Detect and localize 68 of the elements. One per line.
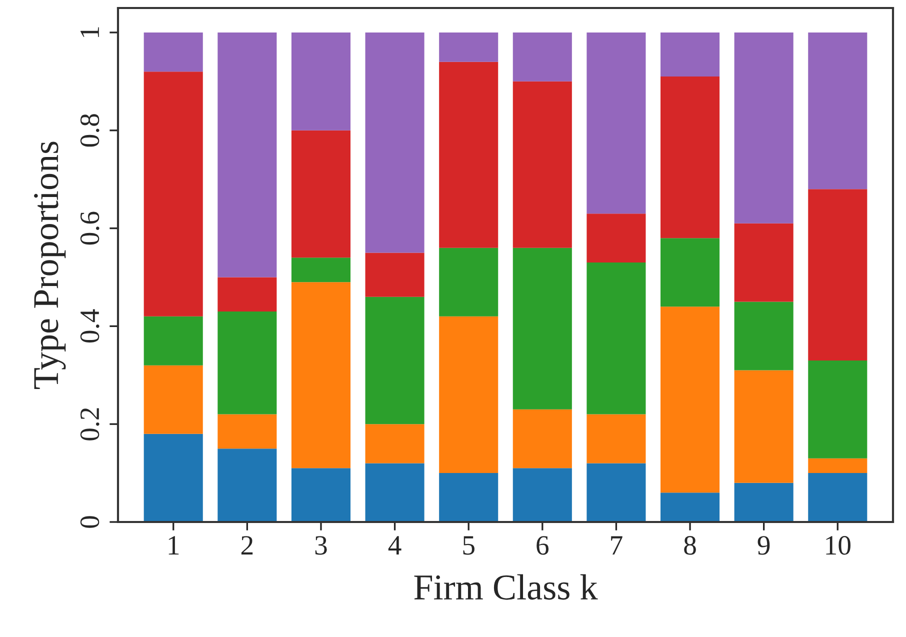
y-tick-label: 0.2 bbox=[80, 408, 100, 440]
bar bbox=[512, 409, 572, 468]
bar bbox=[365, 424, 424, 464]
y-tick-label: 0.6 bbox=[80, 212, 100, 245]
bar bbox=[439, 316, 498, 474]
bar bbox=[291, 282, 350, 468]
bar bbox=[734, 370, 794, 483]
bar bbox=[365, 463, 424, 522]
x-tick-label: 10 bbox=[826, 536, 850, 555]
bar bbox=[734, 32, 794, 224]
bar bbox=[586, 214, 646, 263]
bar bbox=[512, 81, 572, 248]
bar bbox=[365, 296, 424, 424]
bar bbox=[586, 414, 646, 464]
bar bbox=[734, 223, 794, 302]
bar bbox=[144, 72, 203, 316]
bar bbox=[660, 492, 720, 522]
x-axis-title: Firm Class k bbox=[414, 574, 598, 600]
x-tick-label: 2 bbox=[241, 536, 253, 554]
x-tick-label: 5 bbox=[463, 536, 474, 555]
bar bbox=[144, 434, 203, 522]
bar bbox=[660, 238, 720, 307]
bar bbox=[439, 32, 498, 62]
bar bbox=[439, 248, 498, 316]
bar bbox=[144, 365, 203, 434]
bar bbox=[586, 32, 646, 214]
bar bbox=[512, 32, 572, 82]
bar bbox=[734, 482, 794, 522]
bar bbox=[218, 277, 277, 312]
bar bbox=[365, 252, 424, 297]
y-tick-label: 0.8 bbox=[80, 114, 100, 147]
x-tick-label: 7 bbox=[611, 536, 622, 554]
x-tick-label: 6 bbox=[536, 536, 549, 555]
bar bbox=[439, 473, 498, 522]
bar bbox=[218, 312, 277, 414]
bar bbox=[808, 32, 868, 190]
x-tick-label: 1 bbox=[168, 536, 179, 554]
x-tick-label: 3 bbox=[315, 536, 327, 555]
bar bbox=[808, 360, 868, 458]
bar bbox=[808, 473, 868, 522]
bar bbox=[218, 414, 277, 449]
bar bbox=[586, 262, 646, 414]
bar bbox=[218, 448, 277, 522]
bar bbox=[218, 32, 277, 278]
bar bbox=[439, 62, 498, 248]
y-tick-label: 0 bbox=[80, 516, 100, 528]
bar bbox=[365, 32, 424, 253]
y-axis-title: Type Proportions bbox=[34, 142, 66, 389]
bar bbox=[734, 302, 794, 370]
bar bbox=[660, 32, 720, 77]
y-tick-label: 0.4 bbox=[80, 309, 100, 342]
bar bbox=[808, 189, 868, 360]
bar bbox=[512, 468, 572, 522]
y-tick-label: 1 bbox=[80, 27, 99, 37]
bar bbox=[144, 32, 203, 72]
bar bbox=[586, 463, 646, 522]
bar bbox=[291, 32, 350, 130]
bar bbox=[144, 316, 203, 366]
x-tick-label: 9 bbox=[758, 536, 770, 555]
x-tick-label: 4 bbox=[388, 536, 402, 554]
bar bbox=[512, 248, 572, 410]
bar bbox=[660, 306, 720, 493]
bar bbox=[660, 76, 720, 238]
bar bbox=[291, 130, 350, 258]
bar bbox=[808, 458, 868, 474]
x-tick-label: 8 bbox=[684, 536, 696, 555]
bar bbox=[291, 258, 350, 282]
bar bbox=[291, 468, 350, 522]
